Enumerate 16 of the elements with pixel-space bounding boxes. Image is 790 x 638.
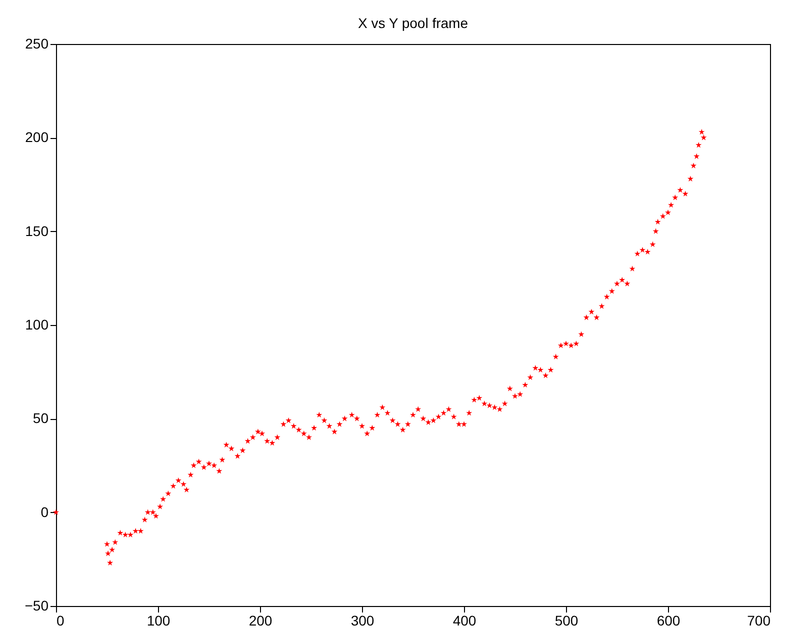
y-tick-label: 50 <box>32 410 49 426</box>
x-tick-label: 700 <box>747 612 771 628</box>
x-tick-label: 500 <box>554 612 578 628</box>
y-tick-label: 200 <box>25 129 49 146</box>
y-tick-label: −50 <box>24 598 49 614</box>
x-tick-label: 600 <box>656 612 680 628</box>
chart-title: X vs Y pool frame <box>358 15 468 31</box>
y-tick-label: 250 <box>25 36 49 52</box>
x-tick-label: 300 <box>350 612 374 628</box>
y-tick-label: 100 <box>25 316 49 332</box>
y-tick-label: 0 <box>40 504 49 520</box>
x-tick-label: 0 <box>56 612 64 628</box>
y-tick-label: 150 <box>25 222 49 239</box>
x-tick-label: 400 <box>452 612 476 628</box>
x-tick-label: 100 <box>146 612 170 628</box>
x-tick-label: 200 <box>248 612 272 628</box>
